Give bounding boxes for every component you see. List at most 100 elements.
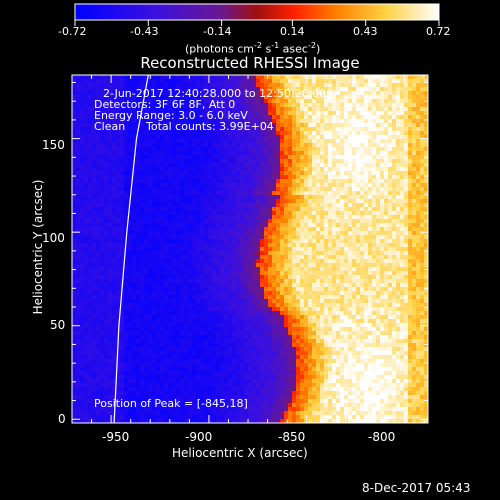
heatmap-cell bbox=[280, 195, 284, 199]
heatmap-cell bbox=[236, 287, 240, 291]
heatmap-cell bbox=[356, 247, 360, 251]
heatmap-cell bbox=[188, 191, 192, 195]
heatmap-cell bbox=[140, 259, 144, 263]
heatmap-cell bbox=[96, 227, 100, 231]
heatmap-cell bbox=[288, 223, 292, 227]
heatmap-cell bbox=[112, 135, 116, 139]
heatmap-cell bbox=[176, 179, 180, 183]
heatmap-cell bbox=[148, 143, 152, 147]
heatmap-cell bbox=[304, 167, 308, 171]
heatmap-cell bbox=[268, 87, 272, 91]
heatmap-cell bbox=[88, 267, 92, 271]
heatmap-cell bbox=[344, 119, 348, 123]
heatmap-cell bbox=[232, 123, 236, 127]
heatmap-cell bbox=[376, 87, 380, 91]
heatmap-cell bbox=[316, 255, 320, 259]
heatmap-cell bbox=[268, 267, 272, 271]
heatmap-cell bbox=[108, 191, 112, 195]
heatmap-cell bbox=[192, 203, 196, 207]
heatmap-cell bbox=[320, 155, 324, 159]
heatmap-cell bbox=[356, 163, 360, 167]
heatmap-cell bbox=[124, 179, 128, 183]
heatmap-cell bbox=[256, 195, 260, 199]
heatmap-cell bbox=[304, 295, 308, 299]
heatmap-cell bbox=[72, 143, 76, 147]
heatmap-cell bbox=[308, 199, 312, 203]
heatmap-cell bbox=[192, 75, 196, 79]
heatmap-cell bbox=[116, 99, 120, 103]
heatmap-cell bbox=[304, 203, 308, 207]
heatmap-cell bbox=[76, 155, 80, 159]
heatmap-cell bbox=[372, 191, 376, 195]
heatmap-cell bbox=[332, 143, 336, 147]
heatmap-cell bbox=[116, 235, 120, 239]
heatmap-cell bbox=[128, 235, 132, 239]
heatmap-cell bbox=[368, 215, 372, 219]
heatmap-cell bbox=[256, 235, 260, 239]
heatmap-cell bbox=[112, 247, 116, 251]
heatmap-cell bbox=[308, 111, 312, 115]
heatmap-cell bbox=[184, 287, 188, 291]
heatmap-cell bbox=[144, 91, 148, 95]
heatmap-cell bbox=[356, 99, 360, 103]
heatmap-cell bbox=[260, 103, 264, 107]
heatmap-cell bbox=[204, 155, 208, 159]
heatmap-cell bbox=[360, 179, 364, 183]
heatmap-cell bbox=[124, 231, 128, 235]
heatmap-cell bbox=[200, 283, 204, 287]
heatmap-cell bbox=[228, 291, 232, 295]
heatmap-cell bbox=[224, 103, 228, 107]
heatmap-cell bbox=[156, 155, 160, 159]
heatmap-cell bbox=[180, 267, 184, 271]
heatmap-cell bbox=[136, 135, 140, 139]
heatmap-cell bbox=[184, 187, 188, 191]
heatmap-cell bbox=[292, 159, 296, 163]
heatmap-cell bbox=[376, 271, 380, 275]
heatmap-cell bbox=[84, 91, 88, 95]
heatmap-cell bbox=[396, 99, 400, 103]
heatmap-cell bbox=[312, 203, 316, 207]
heatmap-cell bbox=[276, 135, 280, 139]
heatmap-cell bbox=[272, 151, 276, 155]
heatmap-cell bbox=[120, 135, 124, 139]
heatmap-cell bbox=[300, 183, 304, 187]
heatmap-cell bbox=[100, 263, 104, 267]
heatmap-cell bbox=[400, 99, 404, 103]
heatmap-cell bbox=[324, 151, 328, 155]
heatmap-cell bbox=[396, 135, 400, 139]
heatmap-cell bbox=[356, 251, 360, 255]
heatmap-cell bbox=[184, 271, 188, 275]
heatmap-cell bbox=[200, 123, 204, 127]
heatmap-cell bbox=[212, 243, 216, 247]
heatmap-cell bbox=[276, 275, 280, 279]
heatmap-cell bbox=[424, 115, 428, 119]
heatmap-cell bbox=[72, 199, 76, 203]
heatmap-cell bbox=[300, 115, 304, 119]
heatmap-cell bbox=[228, 79, 232, 83]
heatmap-cell bbox=[236, 163, 240, 167]
heatmap-cell bbox=[380, 207, 384, 211]
heatmap-cell bbox=[252, 295, 256, 299]
heatmap-cell bbox=[368, 95, 372, 99]
heatmap-cell bbox=[96, 127, 100, 131]
heatmap-cell bbox=[412, 75, 416, 79]
heatmap-cell bbox=[172, 199, 176, 203]
heatmap-cell bbox=[252, 195, 256, 199]
heatmap-cell bbox=[120, 207, 124, 211]
heatmap-cell bbox=[104, 115, 108, 119]
heatmap-cell bbox=[328, 83, 332, 87]
heatmap-cell bbox=[112, 291, 116, 295]
heatmap-cell bbox=[256, 255, 260, 259]
heatmap-cell bbox=[232, 171, 236, 175]
heatmap-cell bbox=[152, 95, 156, 99]
heatmap-cell bbox=[332, 247, 336, 251]
heatmap-cell bbox=[360, 271, 364, 275]
heatmap-cell bbox=[376, 159, 380, 163]
heatmap-cell bbox=[216, 211, 220, 215]
heatmap-cell bbox=[76, 107, 80, 111]
heatmap-cell bbox=[216, 207, 220, 211]
heatmap-cell bbox=[212, 267, 216, 271]
heatmap-cell bbox=[188, 207, 192, 211]
heatmap-cell bbox=[320, 259, 324, 263]
heatmap-cell bbox=[128, 91, 132, 95]
